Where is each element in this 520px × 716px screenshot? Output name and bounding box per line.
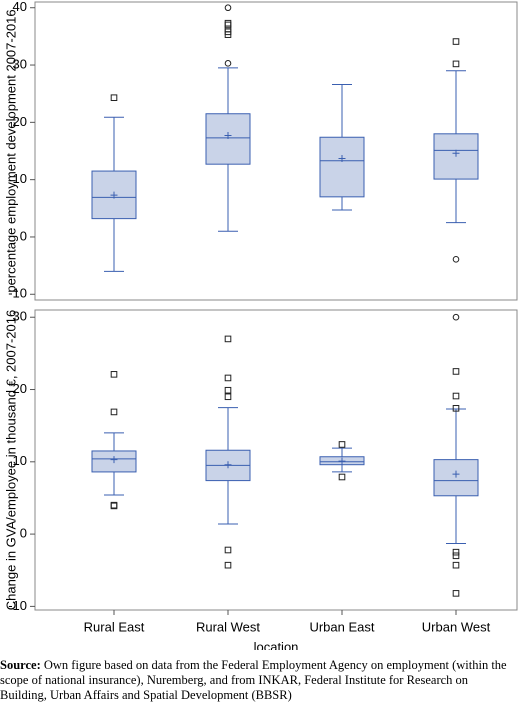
outlier: [452, 313, 460, 321]
outlier: [224, 335, 232, 343]
outlier: [452, 548, 460, 556]
outlier: [224, 21, 232, 29]
mean-marker: [110, 191, 118, 199]
source-label: Source:: [0, 658, 41, 672]
outlier: [224, 393, 232, 401]
y-tick-label: 10: [13, 453, 27, 468]
outlier: [452, 552, 460, 560]
outlier: [452, 368, 460, 375]
outlier: [110, 502, 118, 510]
outlier: [452, 256, 460, 263]
x-axis-label: location: [254, 639, 299, 650]
outlier: [110, 408, 118, 416]
box: [433, 459, 479, 497]
y-tick-label: 40: [13, 0, 27, 14]
y-tick-label: 0: [20, 526, 27, 541]
mean-marker: [338, 457, 346, 465]
outlier: [110, 94, 118, 102]
y-tick-label: 20: [13, 381, 27, 396]
outlier: [452, 590, 460, 597]
outlier: [224, 561, 232, 569]
y-axis-label: percentage employment development 2007-2…: [3, 9, 18, 292]
y-tick-label: 0: [20, 228, 27, 243]
y-tick-label: 20: [13, 114, 27, 129]
plot-frame: [34, 309, 518, 611]
outlier: [110, 371, 118, 378]
mean-marker: [452, 470, 460, 478]
source-text: Own figure based on data from the Federa…: [0, 658, 507, 702]
outlier: [452, 60, 460, 68]
box: [319, 136, 365, 198]
mean-marker: [224, 461, 232, 469]
outlier: [452, 392, 460, 400]
mean-marker: [110, 456, 118, 464]
outlier: [338, 473, 346, 481]
x-tick-label: Urban East: [309, 619, 374, 634]
outlier: [224, 4, 232, 12]
y-tick-label: 30: [13, 56, 27, 71]
y-tick-label: 30: [13, 309, 27, 324]
x-tick-label: Urban West: [422, 619, 491, 634]
y-tick-label: -10: [8, 598, 27, 613]
mean-marker: [452, 149, 460, 157]
x-tick-label: Rural East: [84, 619, 145, 634]
outlier: [224, 19, 232, 27]
y-axis-label: Change in GVA/employee in thousand €, 20…: [3, 310, 18, 610]
x-tick-label: Rural West: [196, 619, 260, 634]
outlier: [338, 441, 346, 448]
outlier: [452, 38, 460, 45]
source-note: Source: Own figure based on data from th…: [0, 658, 516, 703]
outlier: [452, 405, 460, 412]
outlier: [224, 546, 232, 554]
outlier: [224, 386, 232, 394]
mean-marker: [224, 132, 232, 140]
outlier: [452, 561, 460, 569]
outlier: [224, 374, 232, 382]
plot-frame: [34, 1, 518, 301]
outlier: [224, 60, 232, 67]
y-tick-label: -10: [8, 286, 27, 301]
y-tick-label: 10: [13, 171, 27, 186]
mean-marker: [338, 154, 346, 162]
